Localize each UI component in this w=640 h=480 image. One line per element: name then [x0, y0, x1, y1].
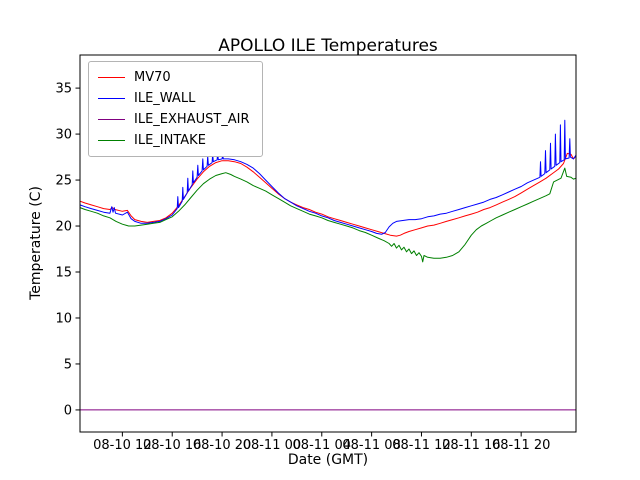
chart-title: APOLLO ILE Temperatures: [218, 36, 438, 56]
legend-line-sample: [98, 139, 125, 142]
legend: MV70 ILE_WALL ILE_EXHAUST_AIR ILE_INTAKE: [88, 61, 263, 157]
svg-text:08-10 16: 08-10 16: [143, 438, 201, 453]
svg-text:15: 15: [55, 266, 72, 281]
svg-text:35: 35: [55, 82, 72, 97]
legend-label: MV70: [134, 70, 171, 85]
svg-text:25: 25: [55, 174, 72, 189]
legend-label: ILE_INTAKE: [134, 133, 206, 148]
svg-text:08-11 12: 08-11 12: [392, 438, 450, 453]
svg-text:5: 5: [64, 357, 72, 372]
legend-line-sample: [98, 76, 125, 79]
x-axis-label: Date (GMT): [287, 452, 369, 468]
legend-item-ile-intake: ILE_INTAKE: [98, 130, 250, 151]
svg-text:10: 10: [55, 311, 72, 326]
svg-text:0: 0: [64, 403, 72, 418]
svg-text:30: 30: [55, 128, 72, 143]
svg-text:08-11 20: 08-11 20: [492, 438, 550, 453]
svg-text:08-11 04: 08-11 04: [293, 438, 351, 453]
svg-text:08-11 00: 08-11 00: [243, 438, 301, 453]
legend-line-sample: [98, 97, 125, 100]
legend-item-ile-wall: ILE_WALL: [98, 88, 250, 109]
legend-item-mv70: MV70: [98, 67, 250, 88]
legend-label: ILE_WALL: [134, 91, 196, 106]
svg-text:20: 20: [55, 220, 72, 235]
svg-text:08-11 16: 08-11 16: [442, 438, 500, 453]
y-axis-label: Temperature (C): [28, 186, 44, 300]
svg-text:08-10 20: 08-10 20: [193, 438, 251, 453]
svg-text:08-11 08: 08-11 08: [342, 438, 400, 453]
legend-label: ILE_EXHAUST_AIR: [134, 112, 250, 127]
legend-line-sample: [98, 118, 125, 121]
svg-text:08-10 12: 08-10 12: [93, 438, 151, 453]
legend-item-ile-exhaust-air: ILE_EXHAUST_AIR: [98, 109, 250, 130]
